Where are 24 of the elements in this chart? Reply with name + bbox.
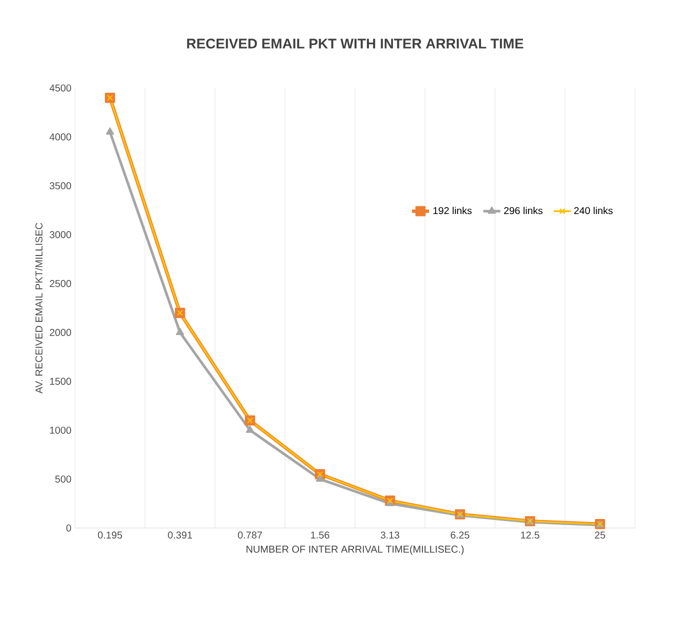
- y-tick-label: 3500: [50, 182, 72, 190]
- y-tick-label: 3000: [50, 231, 72, 238]
- x-tick-label: 12.5: [521, 532, 540, 539]
- x-tick-label: 0.391: [168, 532, 192, 539]
- y-tick-label: 2000: [50, 328, 72, 336]
- y-tick-label: 0: [66, 524, 72, 532]
- y-tick-label: 1000: [50, 426, 72, 434]
- y-tick-label: 500: [55, 476, 72, 483]
- chart-title: RECEIVED EMAIL PKT WITH INTER ARRIVAL TIME: [187, 38, 524, 49]
- y-tick-label: 1500: [50, 378, 72, 385]
- x-tick-label: 0.787: [238, 532, 262, 539]
- y-tick-label: 2500: [50, 280, 72, 288]
- y-tick-label: 4000: [50, 133, 72, 140]
- x-tick-label: 25: [594, 532, 606, 539]
- x-tick-label: 3.13: [380, 532, 400, 539]
- x-axis-title: NUMBER OF INTER ARRIVAL TIME(MILLISEC.): [246, 545, 464, 555]
- y-axis-title: AV. RECEIVED EMAIL PKT/MILLISEC: [35, 222, 42, 394]
- x-tick-label: 1.56: [311, 532, 330, 539]
- y-tick-label: 4500: [50, 84, 72, 92]
- x-tick-label: 0.195: [98, 532, 122, 539]
- legend-label: 240 links: [574, 206, 613, 214]
- legend-label: 192 links: [433, 206, 472, 214]
- x-tick-label: 6.25: [450, 532, 470, 539]
- legend-label: 296 links: [504, 206, 543, 214]
